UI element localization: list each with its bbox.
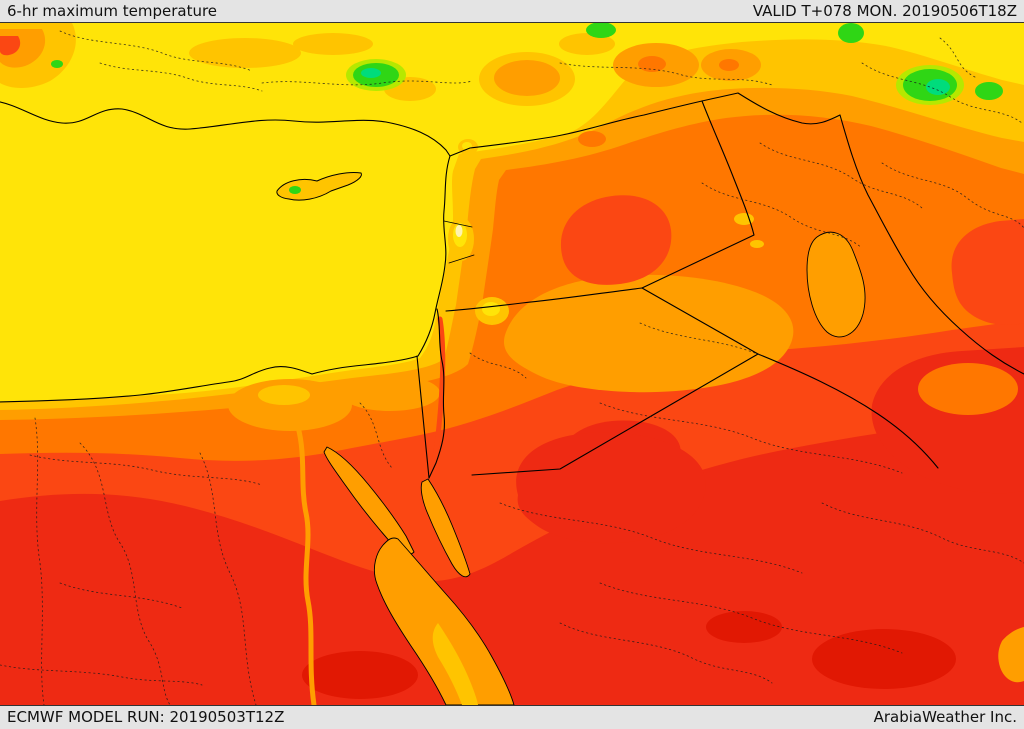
branding-label: ArabiaWeather Inc.: [873, 708, 1017, 726]
lebanon-border-north: [443, 220, 473, 228]
country-borders: [0, 92, 1024, 479]
header-bar: 6-hr maximum temperature VALID T+078 MON…: [0, 0, 1024, 23]
map-canvas: [0, 23, 1024, 705]
israel-egypt-border: [416, 355, 430, 479]
cyprus-island: [276, 172, 362, 201]
admin-boundaries-dotted: [0, 30, 1024, 705]
syria-iraq-border: [641, 100, 755, 289]
jordan-north-border: [445, 287, 643, 312]
nile-river: [295, 424, 317, 705]
temperature-field: [0, 23, 1024, 705]
validity-label: VALID T+078 MON. 20190506T18Z: [752, 2, 1017, 20]
gulf-of-aqaba: [420, 478, 471, 578]
red-sea: [374, 537, 515, 705]
water-bodies: [323, 231, 866, 705]
jordan-saudi-border: [471, 287, 759, 476]
lebanon-border-south: [448, 254, 475, 264]
turkey-syria-iraq-iran-border: [449, 92, 1024, 375]
jordan-valley-border: [428, 308, 445, 479]
footer-bar: ECMWF MODEL RUN: 20190503T12Z ArabiaWeat…: [0, 705, 1024, 729]
red-sea-core: [432, 623, 478, 705]
anatolia-warm-patches: [0, 23, 761, 106]
model-run-label: ECMWF MODEL RUN: 20190503T12Z: [7, 708, 285, 726]
persian-gulf: [806, 231, 866, 338]
contour-anomaly-blobs: [228, 131, 1024, 699]
iraq-saudi-border: [757, 353, 939, 469]
map-title: 6-hr maximum temperature: [7, 2, 218, 20]
river-ribbons: [295, 316, 446, 705]
mediterranean-coastline: [0, 101, 451, 403]
jordan-rift-warm-line: [431, 316, 446, 466]
levant-cool-spots: [448, 139, 764, 325]
cool-green-spots: [51, 23, 1003, 105]
temperature-map-svg: [0, 23, 1024, 705]
